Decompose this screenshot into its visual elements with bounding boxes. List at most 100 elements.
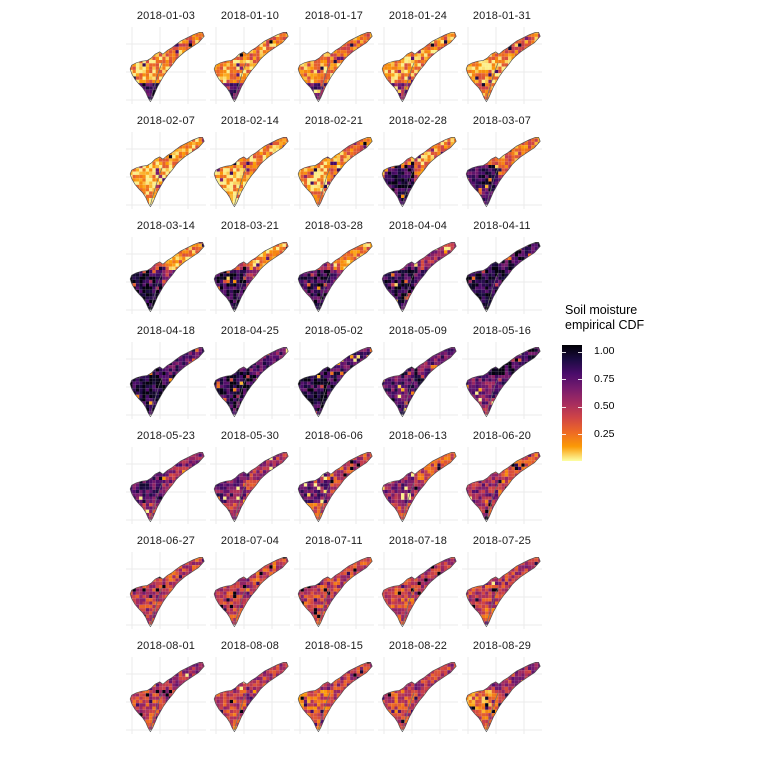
raster-cells [130, 347, 205, 415]
somalia-map-svg [462, 342, 542, 419]
map-outline [465, 137, 541, 208]
somalia-map-svg [462, 237, 542, 314]
somalia-map-svg [378, 237, 458, 314]
facet-title: 2018-03-14 [136, 220, 196, 232]
region-boundary-line [234, 587, 247, 626]
facet-tile-2018-04-04: 2018-04-04 [376, 216, 460, 321]
somalia-map-svg [462, 552, 542, 629]
map-outline [129, 557, 205, 628]
somalia-map-svg [126, 237, 206, 314]
somalia-map-svg [210, 552, 290, 629]
facet-title: 2018-02-21 [304, 115, 364, 127]
raster-cells [298, 557, 373, 625]
region-boundary-line [318, 377, 331, 416]
facet-tile-2018-02-21: 2018-02-21 [292, 111, 376, 216]
map-outline [381, 242, 457, 313]
facet-title: 2018-02-28 [388, 115, 448, 127]
map-outline [129, 662, 205, 733]
region-boundary-line [150, 167, 163, 206]
legend-tick-label: 0.25 [594, 427, 615, 440]
map-outline [213, 32, 289, 103]
raster-cells [466, 452, 541, 520]
map-outline [129, 32, 205, 103]
raster-cells [214, 557, 289, 625]
raster-cells [466, 347, 541, 415]
map-outline [297, 662, 373, 733]
somalia-map-svg [294, 552, 374, 629]
facet-title: 2018-05-02 [304, 325, 364, 337]
facet-title: 2018-02-07 [136, 115, 196, 127]
facet-tile-2018-03-14: 2018-03-14 [124, 216, 208, 321]
facet-tile-2018-07-11: 2018-07-11 [292, 531, 376, 636]
facet-tile-2018-07-25: 2018-07-25 [460, 531, 544, 636]
raster-cells [214, 32, 289, 100]
facet-tile-2018-01-31: 2018-01-31 [460, 6, 544, 111]
region-boundary-line [486, 482, 499, 521]
map-outline [297, 242, 373, 313]
legend-tick-mark [562, 406, 566, 408]
map-outline [465, 452, 541, 523]
map-outline [213, 242, 289, 313]
legend-colorbar: 1.00 0.75 0.50 0.25 [562, 345, 614, 461]
facet-title: 2018-01-31 [472, 10, 532, 22]
facet-title: 2018-04-25 [220, 325, 280, 337]
somalia-map-svg [378, 447, 458, 524]
map-outline [213, 347, 289, 418]
facet-title: 2018-01-24 [388, 10, 448, 22]
facet-title: 2018-02-14 [220, 115, 280, 127]
facet-title: 2018-08-01 [136, 640, 196, 652]
region-boundary-line [486, 692, 499, 731]
facet-tile-2018-03-21: 2018-03-21 [208, 216, 292, 321]
legend-tick-mark [578, 351, 582, 353]
raster-cells [130, 662, 205, 730]
legend-gradient [562, 345, 582, 461]
somalia-map-svg [126, 447, 206, 524]
facet-title: 2018-04-04 [388, 220, 448, 232]
map-outline [381, 452, 457, 523]
facet-tile-2018-02-28: 2018-02-28 [376, 111, 460, 216]
raster-cells [382, 557, 457, 625]
region-boundary-line [402, 587, 415, 626]
map-outline [213, 452, 289, 523]
legend-tick-mark [562, 434, 566, 435]
region-boundary-line [486, 272, 499, 311]
map-outline [297, 452, 373, 523]
facet-tile-2018-01-17: 2018-01-17 [292, 6, 376, 111]
somalia-map-svg [294, 132, 374, 209]
region-boundary-line [150, 377, 163, 416]
region-boundary-line [150, 482, 163, 521]
map-outline [297, 347, 373, 418]
facet-title: 2018-04-18 [136, 325, 196, 337]
raster-cells [298, 452, 373, 520]
somalia-map-svg [210, 657, 290, 734]
legend-tick-mark [578, 434, 582, 435]
raster-cells [382, 32, 457, 100]
facet-tile-2018-01-10: 2018-01-10 [208, 6, 292, 111]
map-outline [297, 557, 373, 628]
legend-tick-mark [578, 406, 582, 408]
region-boundary-line [150, 62, 163, 101]
raster-cells [466, 557, 541, 625]
raster-cells [130, 32, 205, 100]
facet-title: 2018-01-03 [136, 10, 196, 22]
raster-cells [382, 242, 457, 310]
map-outline [381, 662, 457, 733]
facet-tile-2018-08-29: 2018-08-29 [460, 636, 544, 741]
region-boundary-line [402, 167, 415, 206]
facet-tile-2018-08-08: 2018-08-08 [208, 636, 292, 741]
map-outline [381, 32, 457, 103]
somalia-map-svg [126, 552, 206, 629]
map-outline [297, 137, 373, 208]
raster-cells [298, 32, 373, 100]
facet-title: 2018-04-11 [473, 220, 531, 232]
facet-tile-2018-07-04: 2018-07-04 [208, 531, 292, 636]
facet-tile-2018-06-13: 2018-06-13 [376, 426, 460, 531]
map-outline [213, 662, 289, 733]
region-boundary-line [150, 692, 163, 731]
somalia-map-svg [294, 657, 374, 734]
facet-tile-2018-08-01: 2018-08-01 [124, 636, 208, 741]
facet-tile-2018-02-14: 2018-02-14 [208, 111, 292, 216]
facet-tile-2018-02-07: 2018-02-07 [124, 111, 208, 216]
facet-tile-2018-03-07: 2018-03-07 [460, 111, 544, 216]
